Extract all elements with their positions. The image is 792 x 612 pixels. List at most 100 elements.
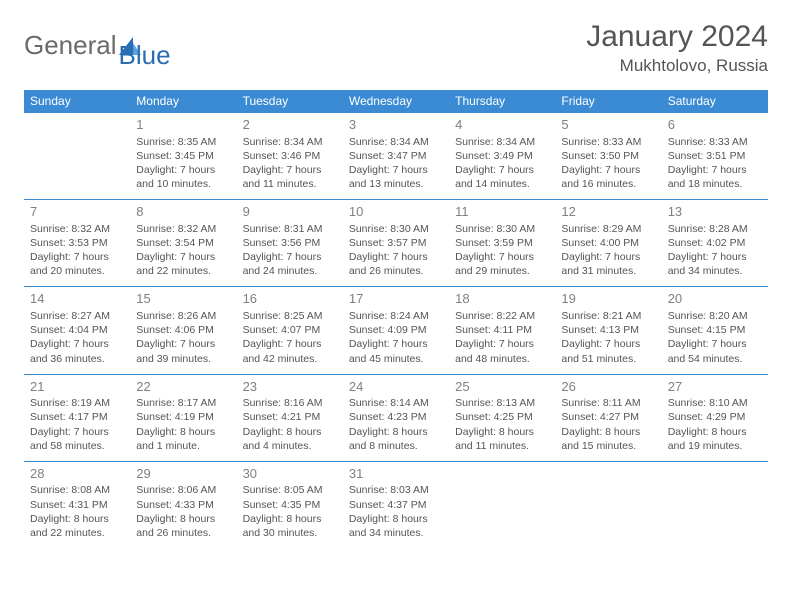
sunrise: Sunrise: 8:33 AM — [561, 135, 655, 149]
day-cell: 10Sunrise: 8:30 AMSunset: 3:57 PMDayligh… — [343, 200, 449, 287]
daylight: Daylight: 8 hours and 22 minutes. — [30, 512, 124, 540]
day-cell: 20Sunrise: 8:20 AMSunset: 4:15 PMDayligh… — [662, 287, 768, 374]
daylight: Daylight: 7 hours and 36 minutes. — [30, 337, 124, 365]
calendar-table: Sunday Monday Tuesday Wednesday Thursday… — [24, 90, 768, 548]
day-cell: 12Sunrise: 8:29 AMSunset: 4:00 PMDayligh… — [555, 200, 661, 287]
day-cell: 17Sunrise: 8:24 AMSunset: 4:09 PMDayligh… — [343, 287, 449, 374]
day-cell: 2Sunrise: 8:34 AMSunset: 3:46 PMDaylight… — [237, 113, 343, 200]
day-number: 21 — [30, 378, 124, 396]
week-row: 21Sunrise: 8:19 AMSunset: 4:17 PMDayligh… — [24, 374, 768, 461]
sunset: Sunset: 4:06 PM — [136, 323, 230, 337]
sunrise: Sunrise: 8:32 AM — [136, 222, 230, 236]
col-monday: Monday — [130, 90, 236, 113]
sunset: Sunset: 3:49 PM — [455, 149, 549, 163]
daylight: Daylight: 7 hours and 20 minutes. — [30, 250, 124, 278]
day-cell: 19Sunrise: 8:21 AMSunset: 4:13 PMDayligh… — [555, 287, 661, 374]
week-row: 14Sunrise: 8:27 AMSunset: 4:04 PMDayligh… — [24, 287, 768, 374]
sunrise: Sunrise: 8:34 AM — [455, 135, 549, 149]
sunset: Sunset: 4:21 PM — [243, 410, 337, 424]
sunrise: Sunrise: 8:29 AM — [561, 222, 655, 236]
sunset: Sunset: 4:23 PM — [349, 410, 443, 424]
day-number: 9 — [243, 203, 337, 221]
sunrise: Sunrise: 8:25 AM — [243, 309, 337, 323]
sunset: Sunset: 3:51 PM — [668, 149, 762, 163]
day-number: 16 — [243, 290, 337, 308]
sunset: Sunset: 4:17 PM — [30, 410, 124, 424]
day-cell: 31Sunrise: 8:03 AMSunset: 4:37 PMDayligh… — [343, 461, 449, 548]
day-number: 30 — [243, 465, 337, 483]
daylight: Daylight: 7 hours and 45 minutes. — [349, 337, 443, 365]
sunrise: Sunrise: 8:30 AM — [455, 222, 549, 236]
day-number: 27 — [668, 378, 762, 396]
daylight: Daylight: 7 hours and 54 minutes. — [668, 337, 762, 365]
daylight: Daylight: 8 hours and 30 minutes. — [243, 512, 337, 540]
sunrise: Sunrise: 8:06 AM — [136, 483, 230, 497]
sunrise: Sunrise: 8:20 AM — [668, 309, 762, 323]
sunrise: Sunrise: 8:22 AM — [455, 309, 549, 323]
sunrise: Sunrise: 8:05 AM — [243, 483, 337, 497]
day-cell: 8Sunrise: 8:32 AMSunset: 3:54 PMDaylight… — [130, 200, 236, 287]
sunrise: Sunrise: 8:31 AM — [243, 222, 337, 236]
sunset: Sunset: 4:19 PM — [136, 410, 230, 424]
daylight: Daylight: 7 hours and 34 minutes. — [668, 250, 762, 278]
daylight: Daylight: 8 hours and 4 minutes. — [243, 425, 337, 453]
sunrise: Sunrise: 8:03 AM — [349, 483, 443, 497]
daylight: Daylight: 7 hours and 10 minutes. — [136, 163, 230, 191]
daylight: Daylight: 7 hours and 58 minutes. — [30, 425, 124, 453]
day-cell: 14Sunrise: 8:27 AMSunset: 4:04 PMDayligh… — [24, 287, 130, 374]
daylight: Daylight: 8 hours and 11 minutes. — [455, 425, 549, 453]
day-cell: 4Sunrise: 8:34 AMSunset: 3:49 PMDaylight… — [449, 113, 555, 200]
sunrise: Sunrise: 8:16 AM — [243, 396, 337, 410]
day-number: 8 — [136, 203, 230, 221]
day-number: 19 — [561, 290, 655, 308]
daylight: Daylight: 7 hours and 29 minutes. — [455, 250, 549, 278]
sunset: Sunset: 4:13 PM — [561, 323, 655, 337]
day-number: 28 — [30, 465, 124, 483]
sunrise: Sunrise: 8:10 AM — [668, 396, 762, 410]
day-number: 6 — [668, 116, 762, 134]
sunset: Sunset: 3:47 PM — [349, 149, 443, 163]
sunset: Sunset: 4:29 PM — [668, 410, 762, 424]
daylight: Daylight: 8 hours and 26 minutes. — [136, 512, 230, 540]
day-cell: 28Sunrise: 8:08 AMSunset: 4:31 PMDayligh… — [24, 461, 130, 548]
day-number: 1 — [136, 116, 230, 134]
day-number: 18 — [455, 290, 549, 308]
day-number: 4 — [455, 116, 549, 134]
day-number: 15 — [136, 290, 230, 308]
day-number: 7 — [30, 203, 124, 221]
day-number: 29 — [136, 465, 230, 483]
day-cell: 26Sunrise: 8:11 AMSunset: 4:27 PMDayligh… — [555, 374, 661, 461]
day-cell: 30Sunrise: 8:05 AMSunset: 4:35 PMDayligh… — [237, 461, 343, 548]
day-number: 31 — [349, 465, 443, 483]
day-number: 26 — [561, 378, 655, 396]
week-row: 7Sunrise: 8:32 AMSunset: 3:53 PMDaylight… — [24, 200, 768, 287]
day-cell: 3Sunrise: 8:34 AMSunset: 3:47 PMDaylight… — [343, 113, 449, 200]
sunset: Sunset: 3:56 PM — [243, 236, 337, 250]
day-cell: 24Sunrise: 8:14 AMSunset: 4:23 PMDayligh… — [343, 374, 449, 461]
day-cell: 13Sunrise: 8:28 AMSunset: 4:02 PMDayligh… — [662, 200, 768, 287]
col-tuesday: Tuesday — [237, 90, 343, 113]
daylight: Daylight: 8 hours and 34 minutes. — [349, 512, 443, 540]
daylight: Daylight: 7 hours and 24 minutes. — [243, 250, 337, 278]
sunrise: Sunrise: 8:21 AM — [561, 309, 655, 323]
day-cell — [662, 461, 768, 548]
col-thursday: Thursday — [449, 90, 555, 113]
week-row: 28Sunrise: 8:08 AMSunset: 4:31 PMDayligh… — [24, 461, 768, 548]
sunset: Sunset: 4:33 PM — [136, 498, 230, 512]
sunrise: Sunrise: 8:30 AM — [349, 222, 443, 236]
day-number: 24 — [349, 378, 443, 396]
sunset: Sunset: 3:59 PM — [455, 236, 549, 250]
sunset: Sunset: 3:53 PM — [30, 236, 124, 250]
sunrise: Sunrise: 8:27 AM — [30, 309, 124, 323]
sunset: Sunset: 3:45 PM — [136, 149, 230, 163]
sunset: Sunset: 4:00 PM — [561, 236, 655, 250]
location: Mukhtolovo, Russia — [586, 56, 768, 76]
logo-text-general: General — [24, 30, 117, 61]
sunrise: Sunrise: 8:24 AM — [349, 309, 443, 323]
day-cell: 16Sunrise: 8:25 AMSunset: 4:07 PMDayligh… — [237, 287, 343, 374]
logo-text-blue: Blue — [119, 40, 171, 70]
day-cell: 9Sunrise: 8:31 AMSunset: 3:56 PMDaylight… — [237, 200, 343, 287]
sunset: Sunset: 4:25 PM — [455, 410, 549, 424]
col-friday: Friday — [555, 90, 661, 113]
calendar-body: 1Sunrise: 8:35 AMSunset: 3:45 PMDaylight… — [24, 113, 768, 549]
